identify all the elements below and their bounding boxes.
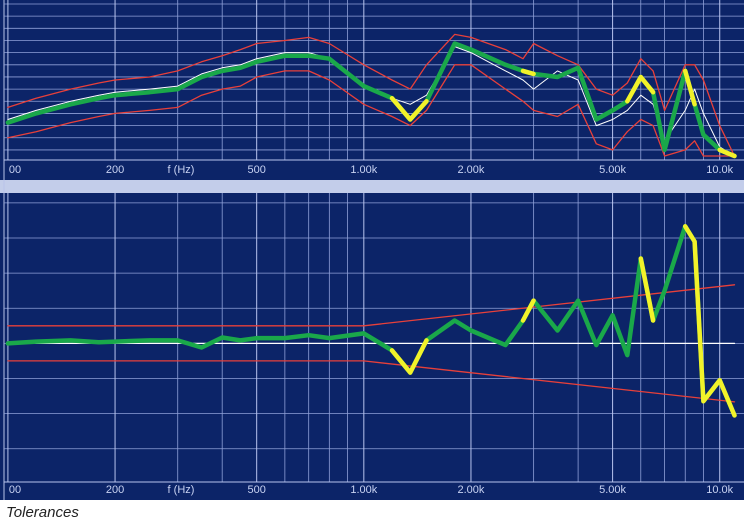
series-line [7, 360, 736, 403]
series-line [7, 284, 736, 327]
panel-divider [0, 180, 744, 193]
x-tick-label: 200 [106, 164, 124, 176]
x-tick-label: 2.00k [458, 484, 485, 496]
x-tick-label: 5.00k [599, 164, 626, 176]
x-tick-label: 2.00k [458, 164, 485, 176]
chart-panel: 00 200 500 1.00k 2.00k 5.00k 10.0k f (Hz) [4, 193, 744, 496]
panel-background [0, 0, 744, 500]
x-tick-label: 500 [248, 484, 266, 496]
x-tick-label: 500 [248, 164, 266, 176]
chart-panel: 00 200 500 1.00k 2.00k 5.00k 10.0k f (Hz) [4, 0, 744, 176]
series-line [389, 68, 737, 159]
x-tick-label: 1.00k [350, 164, 377, 176]
x-tick-label: 00 [9, 164, 21, 176]
x-tick-label: 10.0k [706, 484, 733, 496]
series-line [7, 64, 736, 157]
series-line [5, 41, 737, 159]
series-line [7, 33, 736, 157]
x-axis-title: f (Hz) [168, 484, 195, 496]
series-line [389, 224, 737, 418]
series-line [5, 224, 737, 418]
x-tick-label: 00 [9, 484, 21, 496]
x-tick-label: 1.00k [350, 484, 377, 496]
x-axis-title: f (Hz) [168, 164, 195, 176]
x-tick-label: 5.00k [599, 484, 626, 496]
plot-area [4, 193, 744, 482]
plot-area [4, 0, 744, 160]
caption: Tolerances [6, 504, 79, 521]
x-tick-label: 10.0k [706, 164, 733, 176]
x-tick-label: 200 [106, 484, 124, 496]
